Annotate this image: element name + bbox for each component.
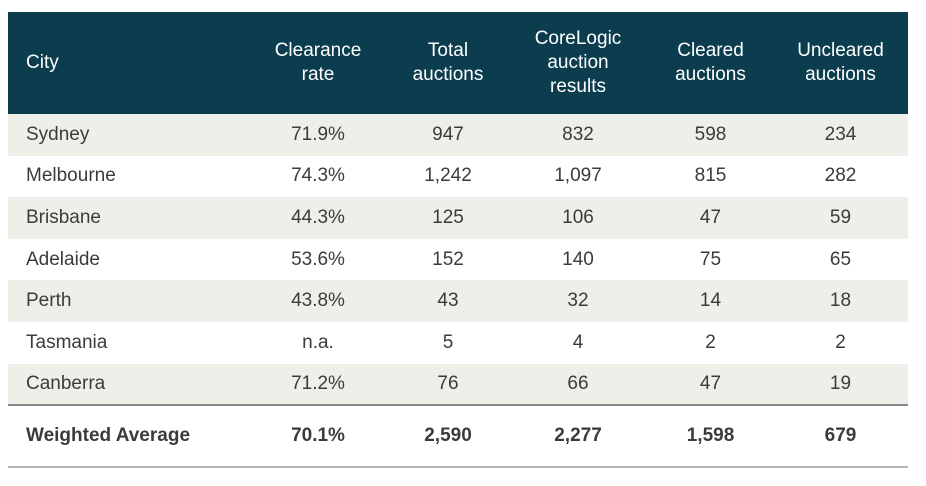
header-line: auctions [805, 64, 876, 85]
header-line: City [26, 52, 59, 73]
clearance-rate-cell: 71.9% [291, 123, 345, 145]
uncleared-auctions-cell: 234 [824, 123, 857, 145]
header-corelogic-results: CoreLogic auction results [508, 12, 648, 114]
table-body: Sydney 71.9% 947 832 598 234 Melbourne 74.3% 1,2… [8, 114, 908, 469]
city-cell: Canberra [26, 372, 106, 394]
corelogic-results-cell: 4 [572, 331, 584, 353]
uncleared-auctions-cell: 2 [835, 331, 846, 353]
header-line: auction [547, 52, 609, 73]
summary-city-cell: Weighted Average [8, 404, 248, 469]
cleared-auctions-cell: 598 [694, 123, 727, 145]
header-line: rate [301, 64, 335, 85]
cleared-auctions-cell: 2 [705, 331, 716, 353]
summary-uncleared-auctions-cell: 679 [773, 404, 908, 469]
auction-results-table: City Clearance rate Total auctions CoreLogic a… [8, 12, 908, 469]
cleared-auctions-cell: 75 [699, 248, 722, 270]
cleared-auctions-cell: 14 [699, 290, 722, 312]
uncleared-auctions-cell: 59 [829, 206, 852, 228]
corelogic-results-cell: 140 [562, 248, 594, 270]
uncleared-auctions-cell: 18 [829, 290, 852, 312]
total-auctions-cell: 76 [437, 372, 459, 394]
header-clearance-rate: Clearance rate [248, 12, 388, 114]
header-total-auctions: Total auctions [388, 12, 508, 114]
header-line: Clearance [274, 40, 362, 61]
summary-corelogic-results-cell: 2,277 [508, 404, 648, 469]
header-cleared-auctions: Cleared auctions [648, 12, 773, 114]
weighted-average-row: Weighted Average 70.1% 2,590 2,277 1,598 679 [8, 404, 908, 469]
auction-results-table-container: City Clearance rate Total auctions CoreLogic a… [8, 12, 908, 469]
total-auctions-cell: 43 [437, 290, 459, 312]
table-row: Perth 43.8% 43 32 14 18 [8, 280, 908, 322]
clearance-rate-cell: n.a. [302, 331, 334, 353]
uncleared-auctions-cell: 65 [829, 248, 852, 270]
corelogic-results-cell: 32 [567, 290, 589, 312]
corelogic-results-cell: 832 [562, 123, 594, 145]
header-line: Uncleared [797, 40, 884, 61]
city-cell: Adelaide [26, 248, 100, 270]
header-city: City [8, 12, 248, 114]
total-auctions-cell: 125 [432, 206, 464, 228]
header-line: Total [427, 40, 469, 61]
total-auctions-cell: 1,242 [424, 165, 472, 187]
summary-total-auctions-cell: 2,590 [388, 404, 508, 469]
clearance-rate-cell: 74.3% [291, 165, 345, 187]
city-cell: Brisbane [26, 206, 101, 228]
table-header: City Clearance rate Total auctions CoreLogic a… [8, 12, 908, 114]
summary-clearance-rate-cell: 70.1% [248, 404, 388, 469]
uncleared-auctions-cell: 19 [829, 372, 852, 394]
cleared-auctions-cell: 47 [699, 372, 722, 394]
corelogic-results-cell: 106 [562, 206, 594, 228]
header-row: City Clearance rate Total auctions CoreLogic a… [8, 12, 908, 114]
header-uncleared-auctions: Uncleared auctions [773, 12, 908, 114]
clearance-rate-cell: 43.8% [291, 290, 345, 312]
corelogic-results-cell: 66 [567, 372, 589, 394]
corelogic-results-cell: 1,097 [554, 165, 602, 187]
total-auctions-cell: 5 [442, 331, 454, 353]
summary-cleared-auctions-cell: 1,598 [648, 404, 773, 469]
header-line: CoreLogic [534, 28, 622, 49]
clearance-rate-cell: 44.3% [291, 206, 345, 228]
city-cell: Melbourne [26, 165, 116, 187]
header-line: Cleared [677, 40, 744, 61]
city-cell: Sydney [26, 123, 90, 145]
table-row: Tasmania n.a. 5 4 2 2 [8, 321, 908, 364]
city-cell: Tasmania [26, 331, 108, 353]
table-row: Canberra 71.2% 76 66 47 19 [8, 363, 908, 406]
clearance-rate-cell: 53.6% [291, 248, 345, 270]
uncleared-auctions-cell: 282 [824, 165, 857, 187]
header-line: auctions [412, 64, 484, 85]
cleared-auctions-cell: 815 [694, 165, 727, 187]
table-row: Melbourne 74.3% 1,242 1,097 815 282 [8, 155, 908, 198]
total-auctions-cell: 152 [432, 248, 464, 270]
city-cell: Perth [26, 290, 72, 312]
cleared-auctions-cell: 47 [699, 206, 722, 228]
table-row: Adelaide 53.6% 152 140 75 65 [8, 238, 908, 281]
table-row: Brisbane 44.3% 125 106 47 59 [8, 197, 908, 239]
clearance-rate-cell: 71.2% [291, 372, 345, 394]
table-row: Sydney 71.9% 947 832 598 234 [8, 114, 908, 156]
header-line: auctions [675, 64, 746, 85]
total-auctions-cell: 947 [432, 123, 464, 145]
header-line: results [550, 76, 606, 97]
